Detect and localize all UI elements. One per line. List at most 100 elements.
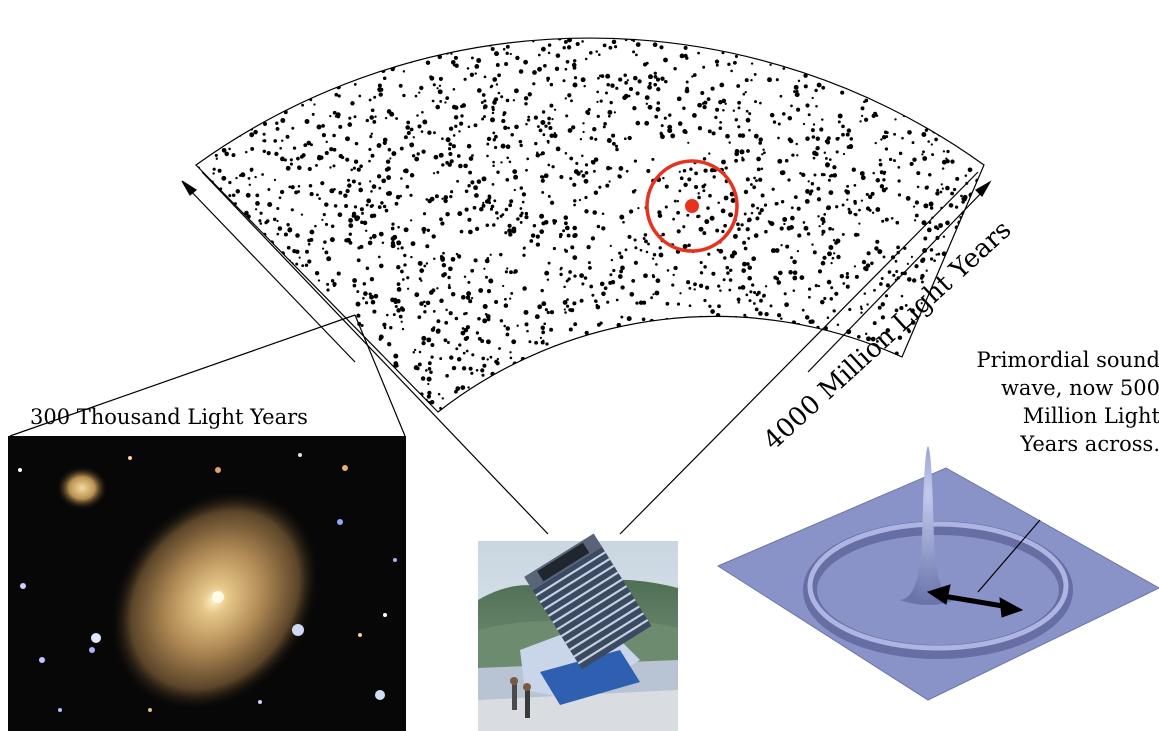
galaxy-dot (607, 114, 611, 118)
galaxy-dot (693, 288, 696, 291)
galaxy-dot (768, 35, 771, 38)
galaxy-dot (772, 362, 777, 368)
galaxy-dot (652, 293, 655, 296)
galaxy-dot (537, 66, 542, 72)
galaxy-dot (603, 286, 608, 291)
galaxy-dot (691, 328, 696, 333)
galaxy-dot (259, 222, 263, 225)
galaxy-dot (688, 286, 692, 290)
galaxy-dot (356, 74, 360, 78)
galaxy-dot (677, 121, 683, 126)
galaxy-dot (309, 229, 315, 235)
galaxy-dot (285, 396, 289, 399)
galaxy-dot (816, 197, 822, 202)
galaxy-dot (661, 356, 665, 360)
galaxy-dot (556, 391, 561, 396)
galaxy-dot (353, 115, 357, 119)
galaxy-dot (643, 233, 648, 237)
galaxy-dot (509, 297, 512, 300)
galaxy-dot (200, 276, 204, 280)
galaxy-dot (214, 134, 219, 139)
galaxy-dot (409, 173, 415, 178)
galaxy-dot (358, 182, 362, 186)
galaxy-dot (747, 237, 751, 240)
galaxy-dot (523, 59, 528, 65)
galaxy-dot (723, 38, 728, 40)
galaxy-dot (822, 173, 826, 177)
galaxy-dot (370, 132, 374, 136)
galaxy-dot (895, 83, 901, 89)
galaxy-dot (355, 301, 361, 307)
galaxy-dot (930, 14, 934, 18)
galaxy-dot (752, 328, 757, 333)
galaxy-dot (692, 113, 697, 118)
galaxy-dot (895, 220, 900, 225)
galaxy-dot (598, 185, 602, 189)
galaxy-dot (228, 120, 231, 124)
galaxy-dot (237, 218, 243, 224)
galaxy-dot (266, 369, 270, 374)
galaxy-dot (460, 294, 466, 300)
galaxy-dot (568, 327, 573, 332)
galaxy-dot (740, 223, 744, 227)
galaxy-dot (810, 128, 815, 133)
galaxy-dot (912, 205, 916, 208)
galaxy-dot (215, 157, 218, 160)
galaxy-dot (857, 39, 861, 43)
galaxy-dot (385, 23, 388, 26)
galaxy-dot (253, 129, 258, 135)
galaxy-dot (674, 9, 679, 14)
galaxy-dot (228, 20, 231, 23)
galaxy-dot (739, 149, 745, 155)
galaxy-dot (632, 12, 635, 15)
galaxy-dot (553, 132, 557, 135)
galaxy-dot (753, 290, 757, 295)
galaxy-dot (820, 350, 824, 355)
galaxy-dot (370, 299, 376, 305)
galaxy-dot (880, 138, 883, 141)
galaxy-dot (519, 186, 524, 190)
galaxy-dot (830, 356, 834, 360)
galaxy-dot (475, 331, 480, 335)
galaxy-dot (233, 54, 239, 59)
galaxy-dot (347, 122, 353, 127)
galaxy-dot (559, 272, 563, 277)
galaxy-dot (572, 59, 577, 63)
galaxy-dot (332, 147, 337, 152)
galaxy-dot (754, 100, 757, 104)
galaxy-dot (382, 76, 387, 81)
galaxy-dot (895, 269, 899, 274)
galaxy-dot (518, 69, 524, 74)
galaxy-dot (708, 152, 711, 155)
galaxy-dot (351, 211, 357, 216)
galaxy-dot (476, 179, 482, 184)
galaxy-dot (760, 29, 764, 33)
galaxy-dot (432, 172, 436, 175)
galaxy-dot (497, 73, 501, 78)
galaxy-dot (709, 362, 712, 365)
galaxy-dot (314, 270, 320, 276)
galaxy-dot (230, 279, 235, 284)
galaxy-dot (659, 13, 662, 16)
galaxy-dot (847, 46, 851, 50)
galaxy-dot (741, 268, 747, 273)
galaxy-dot (352, 283, 357, 288)
galaxy-dot (745, 227, 750, 232)
galaxy-dot (645, 372, 649, 377)
galaxy-dot (631, 279, 636, 283)
telescope-photo (478, 533, 678, 731)
galaxy-dot (702, 231, 707, 236)
galaxy-dot (547, 116, 551, 121)
galaxy-dot (197, 120, 202, 124)
galaxy-dot (648, 81, 652, 86)
galaxy-dot (508, 232, 513, 237)
galaxy-dot (803, 84, 808, 89)
galaxy-dot (938, 72, 941, 76)
galaxy-dot (365, 266, 370, 271)
galaxy-dot (470, 371, 474, 375)
galaxy-dot (936, 90, 941, 95)
galaxy-dot (330, 279, 335, 283)
galaxy-dot (300, 60, 304, 64)
galaxy-dot (289, 346, 293, 350)
galaxy-dot (885, 375, 891, 381)
